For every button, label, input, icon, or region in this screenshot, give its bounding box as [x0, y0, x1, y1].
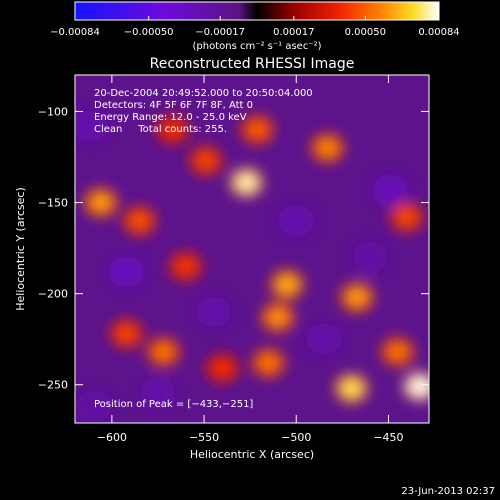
plot-frame — [74, 74, 430, 424]
chart-title: Reconstructed RHESSI Image — [150, 56, 355, 72]
heatmap-blob — [346, 288, 368, 307]
heatmap-blob — [212, 359, 233, 378]
heatmap-blob — [341, 379, 362, 398]
colorbar-tick-label: −0.00050 — [124, 27, 174, 38]
annotation-clean: Clean Total counts: 255. — [94, 124, 227, 135]
heatmap-blob — [374, 176, 406, 204]
heatmap-blob — [258, 353, 279, 372]
heatmap-blob — [197, 298, 229, 326]
annotation-time: 20-Dec-2004 20:49:52.000 to 20:50:04.000 — [94, 88, 313, 99]
heatmap-blob — [409, 377, 429, 396]
heatmap-blob — [195, 151, 217, 170]
heatmap-blob — [142, 380, 174, 408]
heatmap-blob — [317, 138, 338, 157]
y-tick-label: −100 — [38, 105, 68, 118]
x-tick-label: −450 — [373, 431, 403, 444]
heatmap-blob — [387, 342, 409, 361]
heatmap-blob — [129, 211, 150, 230]
heatmap-area — [75, 75, 429, 423]
colorbar-frame — [74, 1, 440, 21]
heatmap-blob — [175, 257, 196, 276]
annotation-peak: Position of Peak = [−433,−251] — [94, 399, 253, 410]
heatmap-blobs — [75, 110, 429, 423]
colorbar-tick-label: 0.00017 — [273, 27, 314, 38]
heatmap-blob — [90, 193, 112, 212]
colorbar-tick-label: 0.00084 — [418, 27, 459, 38]
heatmap-blob — [236, 173, 257, 192]
heatmap-blob — [162, 120, 184, 139]
annotation-detectors: Detectors: 4F 5F 6F 7F 8F, Att 0 — [94, 100, 253, 111]
colorbar — [75, 2, 439, 20]
colorbar-ticks: −0.00084 −0.00050 −0.00017 0.00017 0.00050 0.… — [50, 16, 460, 38]
heatmap-blob — [280, 207, 312, 235]
x-tick-label: −600 — [97, 431, 127, 444]
y-tick-label: −250 — [38, 379, 68, 392]
y-tick-label: −150 — [38, 197, 68, 210]
colorbar-tick-label: −0.00017 — [195, 27, 245, 38]
heatmap-blob — [75, 112, 106, 140]
colorbar-unit-label: (photons cm⁻² s⁻¹ asec⁻²) — [192, 41, 321, 52]
heatmap-blob — [116, 324, 137, 343]
heatmap-blob — [308, 325, 340, 353]
heatmap-blob — [354, 243, 386, 271]
colorbar-tick-label: −0.00084 — [50, 27, 100, 38]
annotation-energy: Energy Range: 12.0 - 25.0 keV — [94, 112, 247, 123]
heatmap-blob — [267, 308, 289, 327]
heatmap-blob — [77, 393, 109, 421]
heatmap-blob — [111, 258, 143, 286]
y-tick-label: −200 — [38, 288, 68, 301]
x-tick-label: −500 — [281, 431, 311, 444]
y-axis-label: Heliocentric Y (arcsec) — [14, 187, 27, 311]
x-axis-ticks: −600 −550 −500 −450 — [97, 75, 404, 444]
footer-timestamp: 23-Jun-2013 02:37 — [401, 486, 495, 497]
x-axis-label: Heliocentric X (arcsec) — [190, 448, 314, 461]
y-axis-ticks: −100 −150 −200 −250 — [38, 105, 429, 392]
heatmap-blob — [247, 120, 268, 139]
heatmap-blob — [276, 275, 298, 294]
heatmap-blob — [396, 208, 418, 227]
colorbar-tick-label: 0.00050 — [345, 27, 386, 38]
heatmap-blob — [153, 342, 174, 361]
x-tick-label: −550 — [189, 431, 219, 444]
